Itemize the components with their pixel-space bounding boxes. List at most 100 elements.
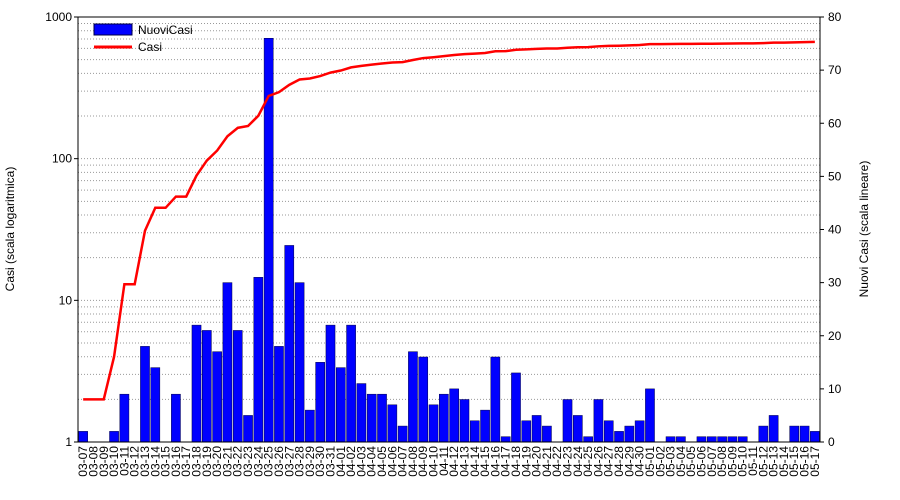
y2-tick-label: 50 <box>828 169 842 183</box>
bar <box>274 346 284 443</box>
x-tick-label: 05-05 <box>684 446 698 477</box>
x-tick-label: 03-20 <box>210 446 224 477</box>
bar <box>377 393 387 443</box>
bar <box>119 393 130 443</box>
x-tick-label: 03-31 <box>323 446 337 477</box>
x-tick-label: 04-14 <box>468 446 482 477</box>
x-tick-label: 05-02 <box>653 446 667 477</box>
y2-tick-label: 30 <box>828 276 842 290</box>
x-tick-label: 05-03 <box>664 446 678 477</box>
bar <box>634 420 645 443</box>
x-tick-label: 03-09 <box>97 446 111 477</box>
x-tick-label: 03-07 <box>76 446 90 477</box>
x-tick-label: 03-24 <box>251 446 265 477</box>
bar <box>294 282 305 443</box>
y-tick-label: 10 <box>59 293 73 307</box>
x-tick-label: 03-29 <box>303 446 317 477</box>
y2-tick-label: 10 <box>828 382 842 396</box>
x-tick-label: 05-11 <box>746 446 760 476</box>
bar <box>727 436 738 443</box>
x-tick-label: 04-26 <box>591 446 605 477</box>
x-tick-label: 05-15 <box>787 446 801 477</box>
bar <box>676 436 686 443</box>
x-tick-label: 03-23 <box>241 446 255 477</box>
x-tick-label: 04-30 <box>633 446 647 477</box>
x-tick-label: 04-20 <box>530 446 544 477</box>
bar <box>212 351 222 443</box>
x-tick-label: 04-21 <box>540 446 554 477</box>
bar <box>222 282 233 443</box>
x-tick-label: 03-18 <box>190 446 204 477</box>
x-tick-label: 04-10 <box>427 446 441 477</box>
x-tick-label: 04-17 <box>499 446 513 477</box>
bar <box>562 399 573 443</box>
x-tick-label: 03-28 <box>293 446 307 477</box>
bar <box>140 346 150 443</box>
x-tick-label: 04-06 <box>385 446 399 477</box>
x-tick-label: 03-10 <box>107 446 121 477</box>
x-tick-label: 03-11 <box>117 446 131 476</box>
x-tick-label: 05-04 <box>674 446 688 477</box>
x-tick-label: 03-14 <box>148 446 162 477</box>
x-tick-label: 03-13 <box>138 446 152 477</box>
x-tick-label: 05-09 <box>725 446 739 477</box>
x-tick-label: 04-07 <box>396 446 410 477</box>
x-tick-label: 03-17 <box>179 446 193 477</box>
bar <box>696 436 707 443</box>
line <box>83 40 815 401</box>
x-tick-label: 04-01 <box>334 446 348 477</box>
bar <box>232 330 243 443</box>
plot-frame <box>77 16 821 443</box>
bar <box>418 356 429 443</box>
x-tick-label: 04-19 <box>519 446 533 477</box>
bar <box>810 431 820 443</box>
bar <box>191 324 202 443</box>
bar <box>583 436 593 443</box>
y2-tick-label: 40 <box>828 223 842 237</box>
x-tick-label: 04-02 <box>344 446 358 477</box>
bar <box>408 351 418 443</box>
bar <box>645 388 655 443</box>
x-tick-label: 04-11 <box>437 446 451 476</box>
x-tick-label: 05-14 <box>777 446 791 477</box>
bar <box>387 404 398 443</box>
x-tick-label: 05-08 <box>715 446 729 477</box>
x-tick-label: 03-22 <box>231 446 245 477</box>
bar <box>325 324 336 443</box>
bar <box>593 399 604 443</box>
y2-tick-label: 20 <box>828 329 842 343</box>
bar <box>665 436 676 443</box>
x-tick-label: 03-21 <box>220 446 234 477</box>
x-tick-label: 05-16 <box>798 446 812 477</box>
x-tick-label: 03-19 <box>200 446 214 477</box>
x-tick-label: 05-07 <box>705 446 719 477</box>
bar <box>531 415 542 443</box>
x-tick-label: 04-13 <box>457 446 471 477</box>
bar <box>263 38 274 443</box>
x-tick-label: 05-12 <box>756 446 770 477</box>
x-tick-label: 05-17 <box>808 446 822 477</box>
bar <box>614 431 624 443</box>
bar <box>459 399 470 443</box>
x-tick-label: 05-13 <box>767 446 781 477</box>
x-tick-label: 03-26 <box>272 446 286 477</box>
y2-tick-label: 0 <box>828 435 835 449</box>
x-tick-label: 04-18 <box>509 446 523 477</box>
x-tick-label: 04-09 <box>416 446 430 477</box>
bar <box>109 431 119 443</box>
x-tick-label: 03-25 <box>262 446 276 477</box>
y2-axis-label: Nuovi Casi (scala lineare) <box>857 161 871 298</box>
bar <box>253 277 264 443</box>
bar <box>768 415 779 443</box>
x-tick-label: 04-16 <box>488 446 502 477</box>
bar <box>511 372 521 443</box>
y-axis-label: Casi (scala logaritmica) <box>3 167 17 292</box>
bar <box>624 425 635 443</box>
bar <box>356 383 367 443</box>
bar <box>737 436 748 443</box>
bar <box>171 393 181 443</box>
x-tick-label: 04-08 <box>406 446 420 477</box>
legend-swatch <box>93 23 133 36</box>
x-tick-label: 03-12 <box>128 446 142 477</box>
x-tick-label: 04-24 <box>571 446 585 477</box>
